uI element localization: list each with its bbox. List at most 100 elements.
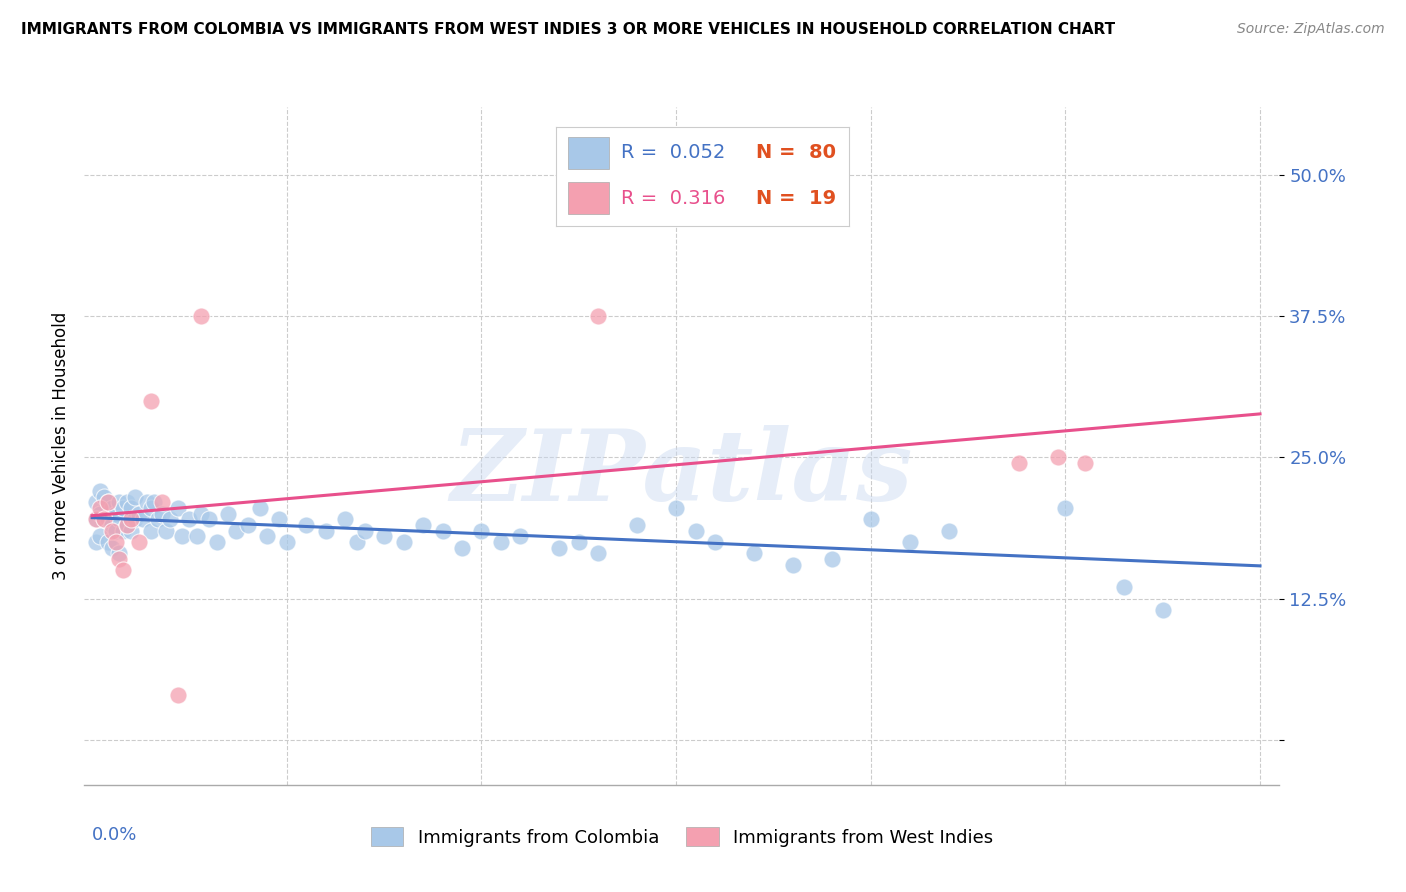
Point [104,535,127,549]
Point [97,512,120,526]
Point [100,518,122,533]
Point [143,495,166,509]
Point [120,501,142,516]
Point [451,541,474,555]
Point [179,512,201,526]
Point [112,563,135,577]
Point [470,524,492,538]
Y-axis label: 3 or more Vehicles in Household: 3 or more Vehicles in Household [52,312,70,580]
Point [112,524,135,538]
Point [1054,501,1077,516]
Point [115,495,138,509]
Point [256,529,278,543]
Point [100,524,122,538]
Point [685,524,707,538]
Point [742,546,765,560]
Point [115,518,138,533]
Point [217,507,239,521]
Point [100,541,122,555]
Point [489,535,512,549]
Point [859,512,882,526]
Point [89,484,111,499]
Point [586,546,609,560]
Point [150,495,173,509]
Point [626,518,648,533]
Point [93,512,115,526]
Point [139,524,162,538]
Point [548,541,571,555]
Point [267,512,290,526]
Point [392,535,415,549]
Text: Source: ZipAtlas.com: Source: ZipAtlas.com [1237,22,1385,37]
Point [124,512,146,526]
Point [84,512,107,526]
Point [84,512,107,526]
Text: ZIPatlas: ZIPatlas [451,425,912,521]
Point [100,501,122,516]
Point [704,535,727,549]
Point [665,501,688,516]
Point [104,507,127,521]
Point [586,309,609,323]
Point [128,507,150,521]
Point [97,495,120,509]
Point [295,518,318,533]
Point [139,393,162,408]
Point [124,490,146,504]
Point [236,518,259,533]
Point [1074,456,1097,470]
Point [315,524,337,538]
Point [89,501,111,516]
Point [128,535,150,549]
Point [108,552,131,566]
Text: 0.0%: 0.0% [93,826,138,844]
Point [821,552,844,566]
Point [1152,603,1174,617]
Point [84,495,107,509]
Point [205,535,228,549]
Point [112,501,135,516]
Point [115,518,138,533]
Point [509,529,531,543]
Point [84,535,107,549]
Point [155,524,177,538]
Point [150,507,173,521]
Point [166,688,188,702]
Point [89,529,111,543]
Point [335,512,357,526]
Point [104,524,127,538]
Point [186,529,208,543]
Point [190,507,212,521]
Point [568,535,591,549]
Point [170,529,193,543]
Point [938,524,960,538]
Point [432,524,454,538]
Point [373,529,395,543]
Point [276,535,298,549]
Point [353,524,375,538]
Legend: Immigrants from Colombia, Immigrants from West Indies: Immigrants from Colombia, Immigrants fro… [364,820,1000,854]
Point [898,535,921,549]
Point [108,495,131,509]
Point [198,512,221,526]
Text: IMMIGRANTS FROM COLOMBIA VS IMMIGRANTS FROM WEST INDIES 3 OR MORE VEHICLES IN HO: IMMIGRANTS FROM COLOMBIA VS IMMIGRANTS F… [21,22,1115,37]
Point [93,512,115,526]
Point [120,512,142,526]
Point [108,546,131,560]
Point [97,495,120,509]
Point [249,501,271,516]
Point [93,490,115,504]
Point [1112,580,1135,594]
Point [97,535,120,549]
Point [190,309,212,323]
Point [1046,450,1069,465]
Point [135,495,157,509]
Point [132,512,155,526]
Point [782,558,804,572]
Point [139,501,162,516]
Point [89,507,111,521]
Point [148,512,170,526]
Point [225,524,247,538]
Point [346,535,368,549]
Point [412,518,434,533]
